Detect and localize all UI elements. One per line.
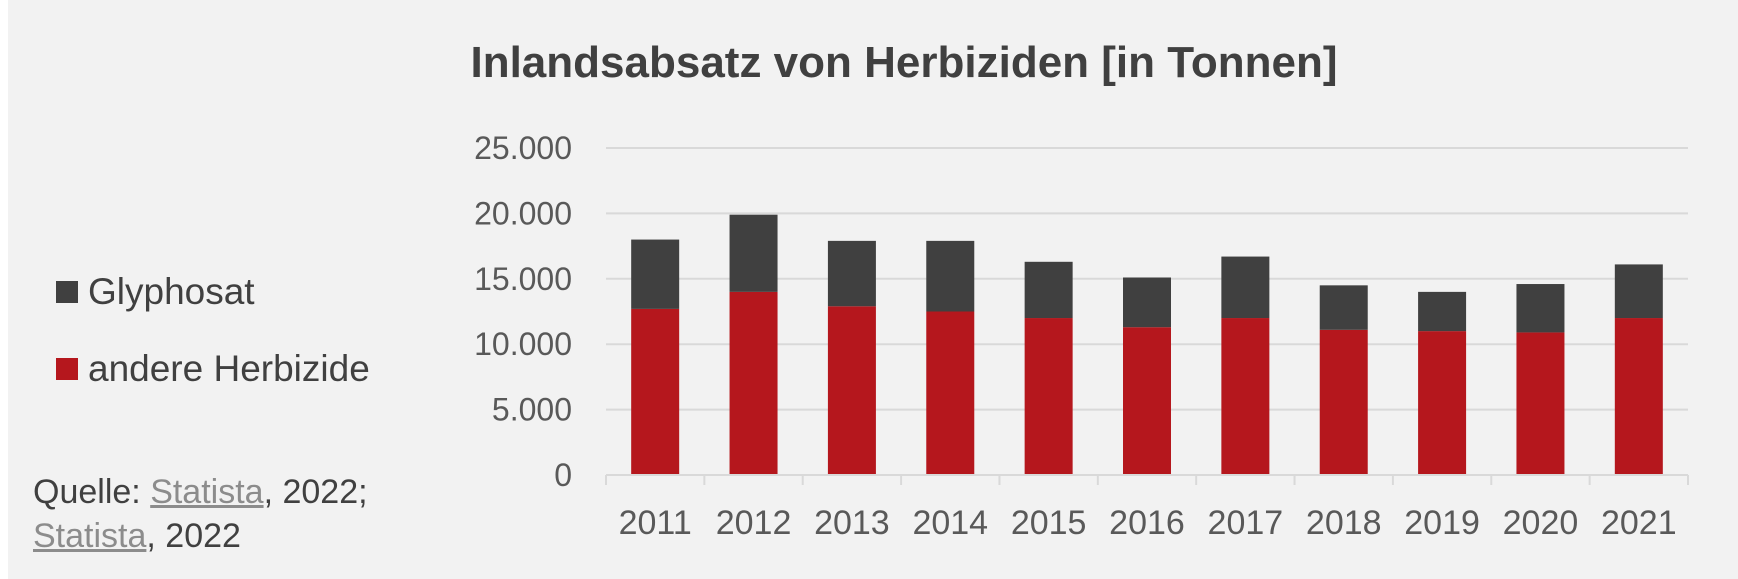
bars (631, 214, 1663, 475)
x-tick-label-2014: 2014 (912, 504, 988, 542)
x-tick-label-2016: 2016 (1109, 504, 1185, 542)
bar-glyphosat-2011 (631, 239, 680, 309)
bar-andere-herbizide-2016 (1123, 327, 1171, 475)
x-tick-label-2018: 2018 (1306, 504, 1382, 542)
legend-swatch-glyphosat (56, 281, 78, 303)
y-tick-label: 5.000 (492, 392, 572, 428)
bar-glyphosat-2021 (1614, 264, 1663, 319)
legend: Glyphosat andere Herbizide (56, 271, 370, 426)
bar-andere-herbizide-2015 (1024, 318, 1073, 475)
x-tick-label-2012: 2012 (716, 504, 792, 542)
legend-swatch-andere-herbizide (56, 358, 78, 380)
y-tick-label: 20.000 (474, 195, 572, 231)
x-tick-label-2021: 2021 (1601, 504, 1677, 542)
x-tick-label-2013: 2013 (814, 504, 890, 542)
bar-glyphosat-2020 (1516, 284, 1565, 333)
source-prefix: Quelle: (33, 473, 151, 511)
bar-andere-herbizide-2019 (1418, 331, 1467, 475)
source-suffix: , 2022 (146, 517, 241, 555)
bar-andere-herbizide-2017 (1221, 318, 1270, 475)
x-tick-label-2017: 2017 (1208, 504, 1284, 542)
bar-andere-herbizide-2012 (729, 291, 778, 475)
legend-label-glyphosat: Glyphosat (88, 271, 255, 312)
chart-title: Inlandsabsatz von Herbiziden [in Tonnen] (470, 38, 1338, 87)
source-link-statista-1[interactable]: Statista (150, 473, 264, 511)
legend-item-andere-herbizide: andere Herbizide (56, 348, 370, 389)
source-mid: , 2022; (263, 473, 368, 511)
bar-andere-herbizide-2018 (1319, 329, 1368, 475)
x-tick-label-2015: 2015 (1011, 504, 1087, 542)
legend-item-glyphosat: Glyphosat (56, 271, 370, 312)
legend-label-andere-herbizide: andere Herbizide (88, 348, 370, 389)
source-note: Quelle: Statista, 2022; Statista, 2022 (33, 470, 368, 558)
x-axis (605, 474, 1689, 485)
bar-glyphosat-2014 (926, 240, 975, 312)
bar-andere-herbizide-2020 (1516, 332, 1565, 475)
x-axis-ticks: 2011 2012 2013 2014 2015 2016 2017 2018 2019 2020… (619, 504, 1677, 542)
source-link-statista-2[interactable]: Statista (33, 517, 147, 555)
x-tick-label-2019: 2019 (1404, 504, 1480, 542)
bar-andere-herbizide-2021 (1614, 318, 1663, 475)
bar-andere-herbizide-2014 (926, 311, 975, 475)
bar-glyphosat-2016 (1123, 277, 1171, 328)
bar-glyphosat-2017 (1221, 256, 1270, 319)
y-tick-label: 0 (554, 457, 572, 493)
x-tick-label-2011: 2011 (619, 504, 692, 542)
bar-glyphosat-2015 (1024, 261, 1073, 319)
y-tick-label: 15.000 (474, 261, 572, 297)
y-tick-label: 10.000 (474, 326, 572, 362)
bar-glyphosat-2019 (1418, 291, 1467, 332)
bar-glyphosat-2012 (729, 214, 778, 292)
x-tick-label-2020: 2020 (1503, 504, 1579, 542)
bar-andere-herbizide-2011 (631, 308, 680, 475)
y-tick-label: 25.000 (474, 130, 572, 166)
y-axis-ticks: 0 5.000 10.000 15.000 20.000 25.000 (474, 130, 572, 493)
bar-glyphosat-2018 (1319, 285, 1368, 330)
bar-glyphosat-2013 (827, 240, 876, 307)
bar-andere-herbizide-2013 (827, 306, 876, 475)
